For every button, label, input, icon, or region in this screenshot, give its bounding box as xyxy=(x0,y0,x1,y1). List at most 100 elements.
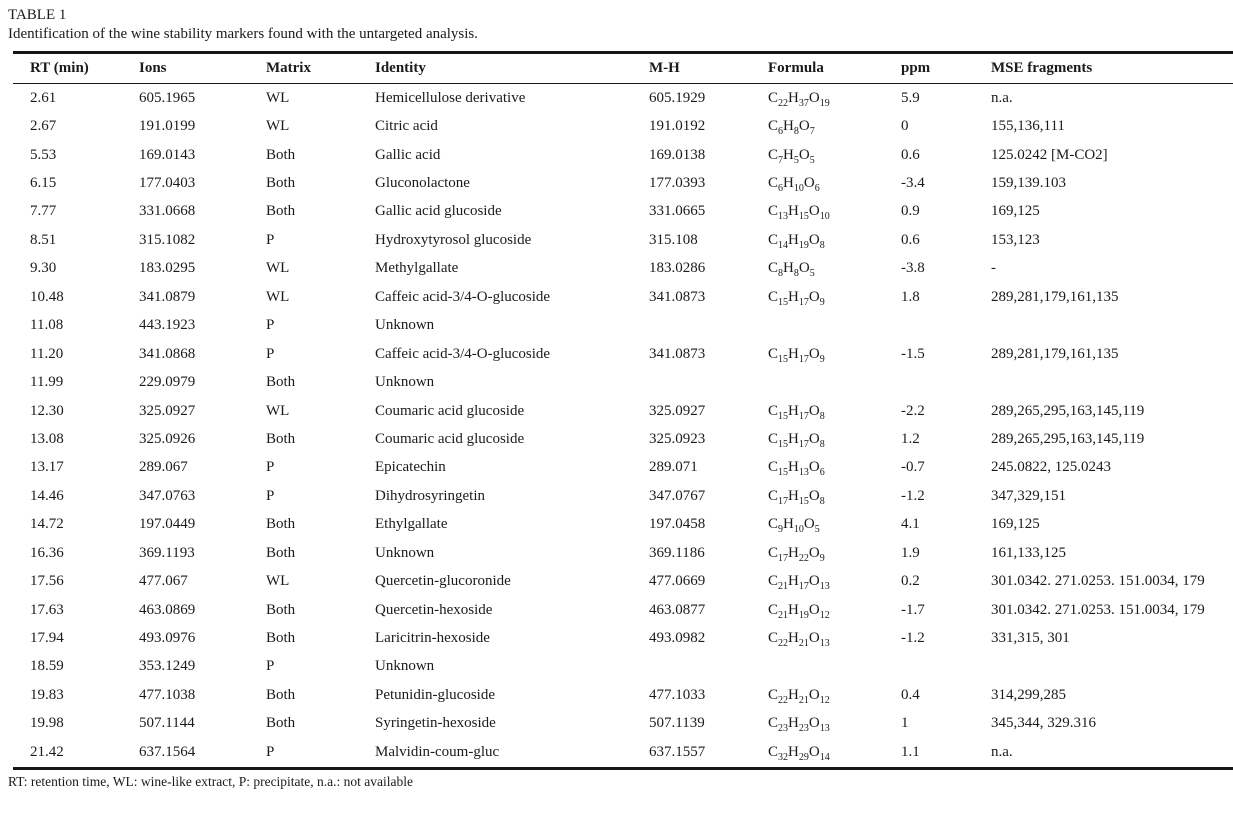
cell-identity: Caffeic acid-3/4-O-glucoside xyxy=(375,345,551,362)
cell-ppm: 0.6 xyxy=(901,146,920,163)
column-header-rt: RT (min) xyxy=(30,60,89,76)
cell-mh: 289.071 xyxy=(649,459,698,476)
cell-formula: C8H8O5 xyxy=(768,260,815,280)
cell-identity: Gallic acid xyxy=(375,146,441,163)
cell-identity: Malvidin-coum-gluc xyxy=(375,743,500,760)
cell-mse: 289,265,295,163,145,119 xyxy=(991,430,1145,447)
cell-mse: - xyxy=(991,260,996,277)
cell-matrix: Both xyxy=(266,630,296,647)
cell-matrix: P xyxy=(266,459,275,476)
cell-ions: 477.1038 xyxy=(139,686,196,703)
cell-ppm: -3.8 xyxy=(901,260,925,277)
cell-matrix: Both xyxy=(266,430,296,447)
table-row: 17.94 493.0976 Both Laricitrin-hexoside 493.… xyxy=(13,624,1233,652)
cell-matrix: Both xyxy=(266,601,296,618)
table-label: TABLE 1 xyxy=(8,7,67,23)
cell-rt: 2.61 xyxy=(30,89,57,106)
cell-matrix: Both xyxy=(266,715,296,732)
cell-ppm: 0 xyxy=(901,118,909,135)
cell-ions: 169.0143 xyxy=(139,146,196,163)
cell-mse: 301.0342. 271.0253. 151.0034, 179 xyxy=(991,601,1205,618)
cell-formula: C15H17O9 xyxy=(768,345,825,365)
table-row: 7.77 331.0668 Both Gallic acid glucoside 331… xyxy=(13,198,1233,226)
cell-mh xyxy=(649,368,768,396)
cell-matrix: P xyxy=(266,231,275,248)
cell-ppm: -1.7 xyxy=(901,601,925,618)
cell-identity: Methylgallate xyxy=(375,260,459,277)
cell-ions: 315.1082 xyxy=(139,231,196,248)
cell-matrix: WL xyxy=(266,402,290,419)
cell-rt: 14.72 xyxy=(30,516,64,533)
table-row: 11.08 443.1923 P Unknown xyxy=(13,312,1233,340)
cell-matrix: WL xyxy=(266,260,290,277)
cell-formula: C6H10O6 xyxy=(768,175,820,195)
cell-formula: C32H29O14 xyxy=(768,743,830,763)
cell-mse: 245.0822, 125.0243 xyxy=(991,459,1111,476)
cell-ppm: 5.9 xyxy=(901,89,920,106)
cell-identity: Epicatechin xyxy=(375,459,446,476)
column-header-mse: MSE fragments xyxy=(991,60,1093,76)
column-header-ions: Ions xyxy=(139,60,167,76)
cell-matrix: P xyxy=(266,317,275,334)
cell-mse: 159,139.103 xyxy=(991,175,1066,192)
cell-ions: 197.0449 xyxy=(139,516,196,533)
cell-mse: 153,123 xyxy=(991,231,1040,248)
cell-matrix: P xyxy=(266,743,275,760)
cell-rt: 19.83 xyxy=(30,686,64,703)
cell-ppm: 0.4 xyxy=(901,686,920,703)
cell-mse: 169,125 xyxy=(991,516,1040,533)
table-row: 10.48 341.0879 WL Caffeic acid-3/4-O-glucos… xyxy=(13,283,1233,311)
cell-identity: Unknown xyxy=(375,658,435,675)
cell-rt: 6.15 xyxy=(30,175,57,192)
cell-matrix: Both xyxy=(266,544,296,561)
cell-ppm: 0.9 xyxy=(901,203,920,220)
cell-identity: Coumaric acid glucoside xyxy=(375,430,525,447)
table-row: 13.08 325.0926 Both Coumaric acid glucoside… xyxy=(13,425,1233,453)
table-body: 2.61 605.1965 WL Hemicellulose derivative 60… xyxy=(13,84,1233,769)
cell-matrix: WL xyxy=(266,118,290,135)
cell-ions: 325.0926 xyxy=(139,430,196,447)
cell-formula: C21H17O13 xyxy=(768,573,830,593)
cell-mse: 155,136,111 xyxy=(991,118,1065,135)
cell-mh: 477.1033 xyxy=(649,686,706,703)
cell-identity: Quercetin-glucoronide xyxy=(375,573,511,590)
cell-ppm xyxy=(901,368,991,396)
cell-ions: 637.1564 xyxy=(139,743,196,760)
cell-ions: 493.0976 xyxy=(139,630,196,647)
table-row: 2.67 191.0199 WL Citric acid 191.0192 C6H8O7 0… xyxy=(13,112,1233,140)
cell-ppm: 0.6 xyxy=(901,231,920,248)
cell-matrix: Both xyxy=(266,203,296,220)
cell-formula: C9H10O5 xyxy=(768,516,820,536)
cell-rt: 11.20 xyxy=(30,345,64,362)
cell-rt: 11.99 xyxy=(30,374,64,391)
cell-ppm: -1.2 xyxy=(901,487,925,504)
table-caption: Identification of the wine stability mar… xyxy=(8,26,479,42)
table-row: 19.98 507.1144 Both Syringetin-hexoside 507.… xyxy=(13,710,1233,738)
cell-mh: 177.0393 xyxy=(649,175,706,192)
cell-rt: 10.48 xyxy=(30,288,64,305)
table-row: 12.30 325.0927 WL Coumaric acid glucoside 32… xyxy=(13,397,1233,425)
cell-mh: 477.0669 xyxy=(649,573,706,590)
cell-ppm: -0.7 xyxy=(901,459,925,476)
cell-rt: 16.36 xyxy=(30,544,64,561)
cell-mse: 169,125 xyxy=(991,203,1040,220)
cell-rt: 12.30 xyxy=(30,402,64,419)
cell-identity: Laricitrin-hexoside xyxy=(375,630,490,647)
cell-identity: Caffeic acid-3/4-O-glucoside xyxy=(375,288,551,305)
cell-identity: Hydroxytyrosol glucoside xyxy=(375,231,532,248)
cell-mse: 161,133,125 xyxy=(991,544,1066,561)
cell-mh: 315.108 xyxy=(649,231,698,248)
cell-ions: 477.067 xyxy=(139,573,188,590)
cell-formula xyxy=(768,368,901,396)
cell-ions: 463.0869 xyxy=(139,601,196,618)
cell-mh: 325.0923 xyxy=(649,430,706,447)
table-row: 21.42 637.1564 P Malvidin-coum-gluc 637.1557… xyxy=(13,738,1233,768)
cell-mse: 301.0342. 271.0253. 151.0034, 179 xyxy=(991,573,1205,590)
cell-identity: Citric acid xyxy=(375,118,438,135)
cell-matrix: Both xyxy=(266,146,296,163)
cell-identity: Quercetin-hexoside xyxy=(375,601,493,618)
cell-rt: 17.56 xyxy=(30,573,64,590)
cell-identity: Hemicellulose derivative xyxy=(375,89,526,106)
table-row: 8.51 315.1082 P Hydroxytyrosol glucoside 315… xyxy=(13,226,1233,254)
cell-matrix: P xyxy=(266,345,275,362)
